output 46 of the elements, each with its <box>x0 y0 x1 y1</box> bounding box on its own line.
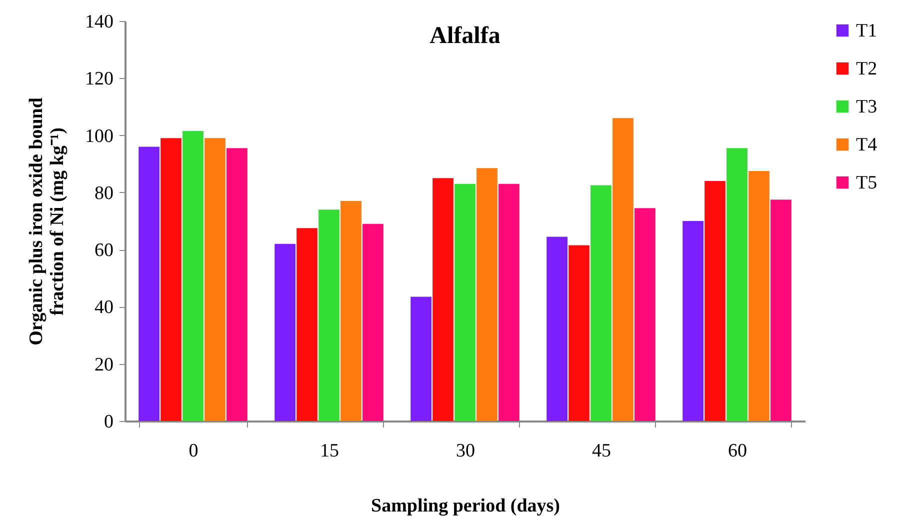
legend-label: T5 <box>856 172 878 194</box>
legend-label: T2 <box>856 58 878 80</box>
chart-title: Alfalfa <box>430 23 500 49</box>
bar <box>410 296 432 421</box>
x-tick-label: 30 <box>456 440 475 462</box>
bar <box>204 138 226 421</box>
legend-label: T1 <box>856 20 878 42</box>
bar <box>682 221 704 421</box>
bar <box>296 228 318 421</box>
bar <box>726 148 748 421</box>
y-tick-label: 0 <box>104 412 114 432</box>
bar <box>476 168 498 421</box>
bar <box>568 245 590 421</box>
bar <box>182 131 204 421</box>
bar <box>340 201 362 421</box>
bar <box>634 208 656 421</box>
y-tick-label: 40 <box>94 297 114 318</box>
y-tick-label: 80 <box>94 182 114 204</box>
bar <box>704 181 726 421</box>
legend-label: T4 <box>856 134 878 156</box>
x-tick-label: 15 <box>320 440 339 462</box>
y-tick-label: 60 <box>94 240 114 262</box>
x-tick-label: 45 <box>592 440 611 462</box>
y-tick-label: 140 <box>85 12 114 32</box>
y-tick-label: 20 <box>94 354 114 376</box>
y-axis-title: Organic plus iron oxide bound fraction of Ni (mg kg⁻¹) <box>26 97 68 346</box>
bar <box>748 171 770 421</box>
legend-label: T3 <box>856 96 878 118</box>
bar <box>612 118 634 421</box>
bar <box>138 146 160 421</box>
bar <box>770 200 792 421</box>
bar <box>546 236 568 421</box>
x-tick-label: 0 <box>188 440 198 462</box>
bar <box>274 244 296 421</box>
y-tick-label: 120 <box>85 68 114 90</box>
bar <box>590 185 612 421</box>
bar <box>160 138 182 421</box>
bar <box>498 184 520 421</box>
x-axis-title: Sampling period (days) <box>371 496 560 516</box>
bar <box>226 148 248 421</box>
bar <box>454 184 476 421</box>
y-tick-label: 100 <box>85 126 114 147</box>
bar <box>432 178 454 421</box>
x-tick-label: 60 <box>728 440 747 462</box>
bar <box>362 224 384 421</box>
bar <box>318 210 340 421</box>
